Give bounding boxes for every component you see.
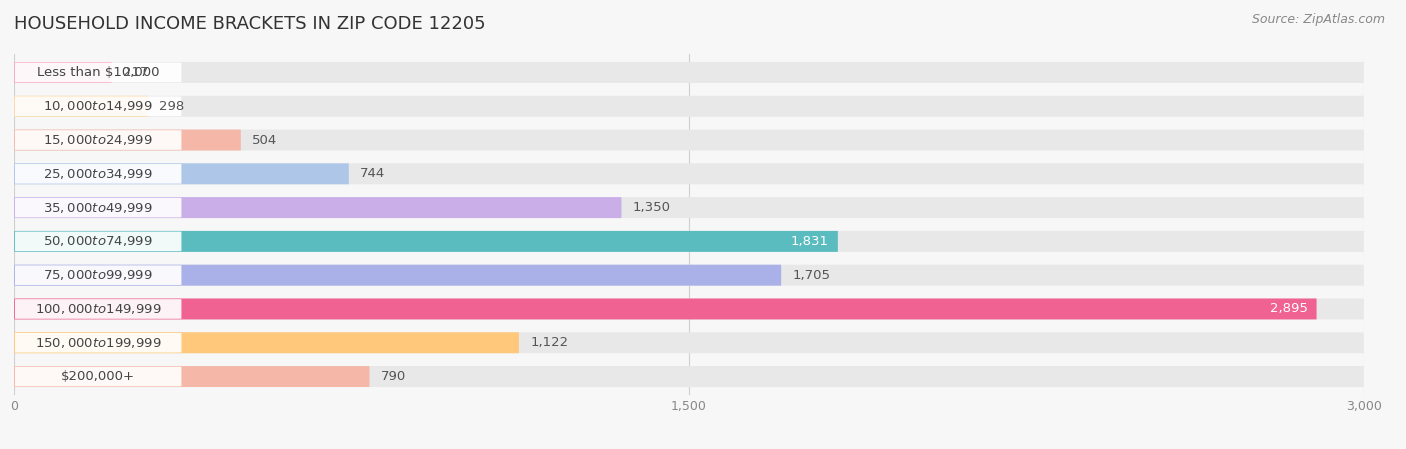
FancyBboxPatch shape — [14, 96, 148, 117]
FancyBboxPatch shape — [15, 232, 181, 251]
Text: 2,895: 2,895 — [1270, 303, 1308, 316]
Text: 1,705: 1,705 — [793, 269, 831, 282]
FancyBboxPatch shape — [15, 367, 181, 386]
FancyBboxPatch shape — [14, 366, 370, 387]
FancyBboxPatch shape — [14, 130, 1364, 150]
FancyBboxPatch shape — [15, 333, 181, 352]
FancyBboxPatch shape — [14, 130, 240, 150]
FancyBboxPatch shape — [14, 231, 1364, 252]
Text: $15,000 to $24,999: $15,000 to $24,999 — [44, 133, 153, 147]
FancyBboxPatch shape — [15, 63, 181, 82]
FancyBboxPatch shape — [14, 366, 1364, 387]
Text: $100,000 to $149,999: $100,000 to $149,999 — [35, 302, 162, 316]
FancyBboxPatch shape — [15, 164, 181, 184]
FancyBboxPatch shape — [14, 265, 782, 286]
FancyBboxPatch shape — [14, 62, 1364, 83]
FancyBboxPatch shape — [15, 97, 181, 116]
Text: Source: ZipAtlas.com: Source: ZipAtlas.com — [1251, 13, 1385, 26]
Text: 790: 790 — [381, 370, 406, 383]
Text: HOUSEHOLD INCOME BRACKETS IN ZIP CODE 12205: HOUSEHOLD INCOME BRACKETS IN ZIP CODE 12… — [14, 15, 485, 33]
FancyBboxPatch shape — [14, 163, 349, 184]
FancyBboxPatch shape — [14, 332, 519, 353]
FancyBboxPatch shape — [14, 96, 1364, 117]
FancyBboxPatch shape — [14, 197, 1364, 218]
FancyBboxPatch shape — [14, 231, 838, 252]
Text: $35,000 to $49,999: $35,000 to $49,999 — [44, 201, 153, 215]
FancyBboxPatch shape — [14, 332, 1364, 353]
Text: 217: 217 — [122, 66, 149, 79]
Text: $200,000+: $200,000+ — [62, 370, 135, 383]
Text: $150,000 to $199,999: $150,000 to $199,999 — [35, 336, 162, 350]
FancyBboxPatch shape — [14, 299, 1364, 319]
Text: 1,350: 1,350 — [633, 201, 671, 214]
FancyBboxPatch shape — [14, 197, 621, 218]
Text: 744: 744 — [360, 167, 385, 180]
Text: 1,831: 1,831 — [790, 235, 830, 248]
FancyBboxPatch shape — [15, 198, 181, 217]
FancyBboxPatch shape — [15, 130, 181, 150]
Text: $25,000 to $34,999: $25,000 to $34,999 — [44, 167, 153, 181]
Text: 1,122: 1,122 — [530, 336, 568, 349]
FancyBboxPatch shape — [14, 163, 1364, 184]
FancyBboxPatch shape — [14, 62, 111, 83]
FancyBboxPatch shape — [15, 299, 181, 319]
Text: $75,000 to $99,999: $75,000 to $99,999 — [44, 268, 153, 282]
Text: $10,000 to $14,999: $10,000 to $14,999 — [44, 99, 153, 113]
Text: 298: 298 — [159, 100, 184, 113]
FancyBboxPatch shape — [14, 299, 1316, 319]
Text: Less than $10,000: Less than $10,000 — [37, 66, 159, 79]
FancyBboxPatch shape — [14, 265, 1364, 286]
FancyBboxPatch shape — [15, 265, 181, 285]
Text: 504: 504 — [252, 133, 277, 146]
Text: $50,000 to $74,999: $50,000 to $74,999 — [44, 234, 153, 248]
